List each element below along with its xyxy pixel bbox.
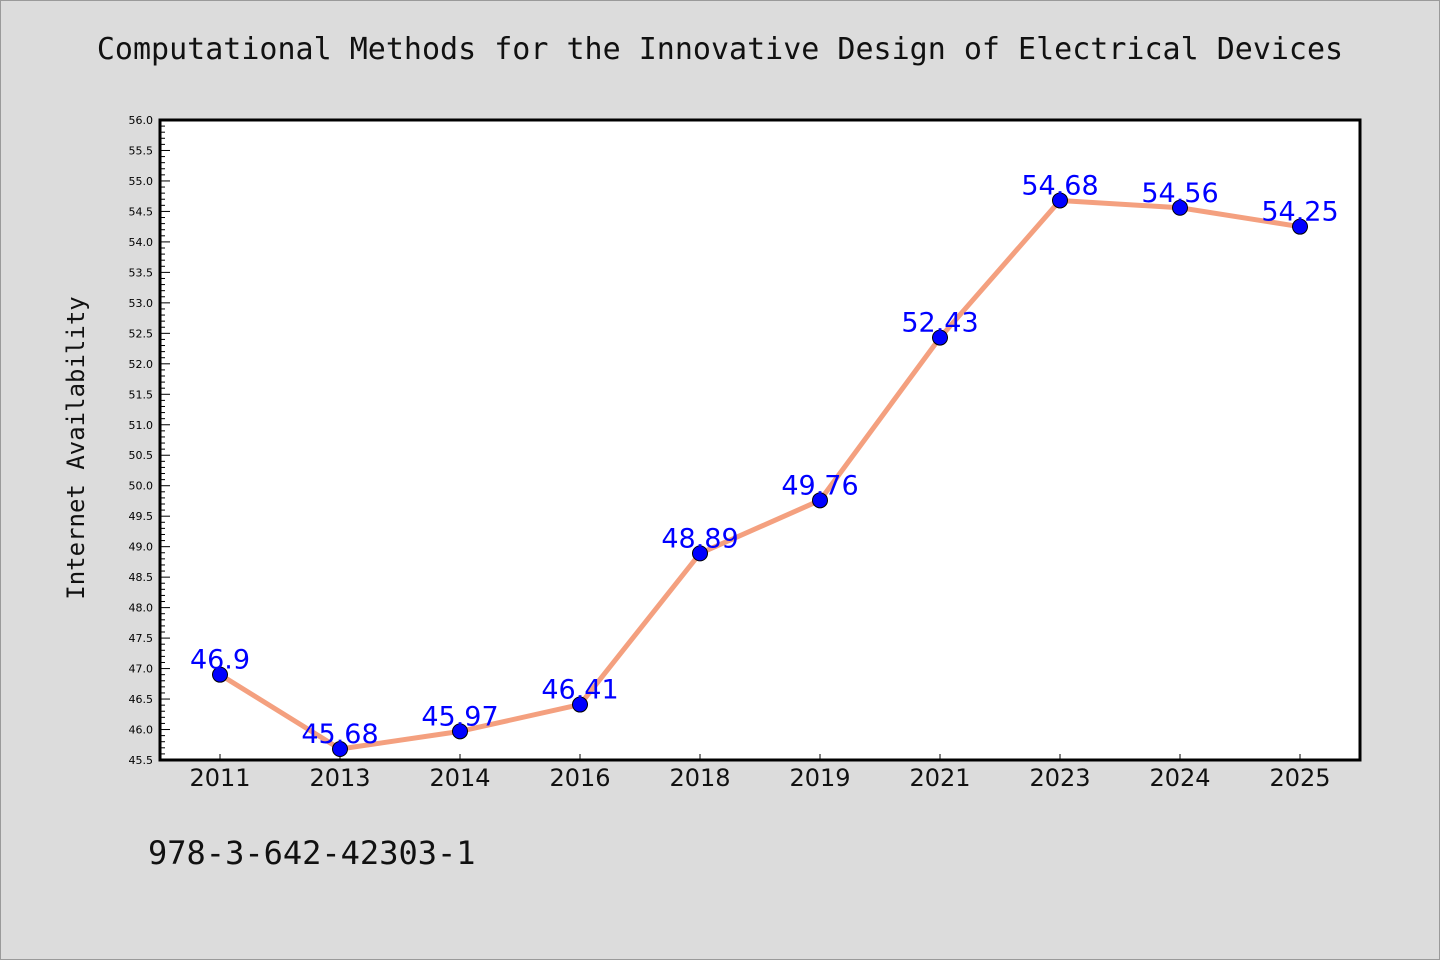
y-tick-label: 56.0 — [129, 114, 154, 127]
y-tick-label: 46.5 — [129, 693, 154, 706]
y-tick-label: 50.0 — [129, 480, 154, 493]
x-tick-label: 2024 — [1149, 764, 1210, 792]
x-axis: 2011 2013 2014 2016 2018 2019 2021 2023 2024 2025 — [189, 754, 1331, 792]
data-label: 45.68 — [301, 719, 378, 750]
series-layer: 46.9 45.68 45.97 46.41 48.89 49.76 52.43 54.68 5… — [190, 170, 1339, 758]
x-tick-label: 2019 — [789, 764, 850, 792]
x-tick-label: 2021 — [909, 764, 970, 792]
y-tick-label: 51.5 — [129, 388, 154, 401]
x-tick-label: 2025 — [1269, 764, 1330, 792]
y-tick-label: 55.0 — [129, 175, 154, 188]
data-point — [1052, 192, 1068, 209]
y-tick-label: 54.0 — [129, 236, 154, 249]
y-tick-label: 52.0 — [129, 358, 154, 371]
data-point — [332, 741, 348, 758]
data-label: 45.97 — [421, 701, 498, 732]
chart-title: Computational Methods for the Innovative… — [96, 32, 1344, 67]
y-tick-label: 49.0 — [129, 541, 154, 554]
x-tick-label: 2016 — [549, 764, 610, 792]
data-point — [932, 329, 948, 346]
data-label: 54.68 — [1021, 170, 1098, 201]
x-tick-label: 2014 — [429, 764, 490, 792]
data-label: 54.56 — [1141, 178, 1218, 209]
data-point — [572, 696, 588, 713]
data-label: 46.41 — [541, 675, 618, 706]
plot-area — [158, 118, 1362, 762]
y-axis: 45.5 46.0 46.5 47.0 47.5 48.0 48.5 49.0 49.5 50.0… — [129, 114, 170, 767]
data-point — [1292, 218, 1308, 235]
y-tick-label: 46.0 — [129, 724, 154, 737]
data-point — [812, 492, 828, 509]
x-tick-label: 2011 — [189, 764, 250, 792]
data-point — [452, 723, 468, 740]
data-label: 48.89 — [661, 523, 738, 554]
y-tick-label: 53.0 — [129, 297, 154, 310]
data-point — [1172, 199, 1188, 216]
y-tick-label: 48.0 — [129, 602, 154, 615]
y-tick-label: 47.5 — [129, 632, 154, 645]
data-label: 54.25 — [1261, 197, 1338, 228]
data-point — [692, 545, 708, 562]
y-tick-label: 53.5 — [129, 266, 154, 279]
data-point — [212, 666, 228, 683]
data-label: 49.76 — [781, 470, 858, 501]
x-tick-label: 2013 — [309, 764, 370, 792]
x-tick-label: 2023 — [1029, 764, 1090, 792]
y-tick-label: 45.5 — [129, 754, 154, 767]
y-tick-label: 54.5 — [129, 205, 154, 218]
footer-code: 978-3-642-42303-1 — [148, 834, 476, 872]
data-label: 52.43 — [901, 308, 978, 339]
y-tick-label: 55.5 — [129, 144, 154, 157]
y-tick-label: 48.5 — [129, 571, 154, 584]
x-tick-label: 2018 — [669, 764, 730, 792]
y-tick-label: 50.5 — [129, 449, 154, 462]
data-label: 46.9 — [190, 645, 250, 676]
y-tick-label: 51.0 — [129, 419, 154, 432]
series-line — [217, 197, 1303, 752]
y-tick-label: 52.5 — [129, 327, 154, 340]
y-tick-label: 49.5 — [129, 510, 154, 523]
y-tick-label: 47.0 — [129, 663, 154, 676]
